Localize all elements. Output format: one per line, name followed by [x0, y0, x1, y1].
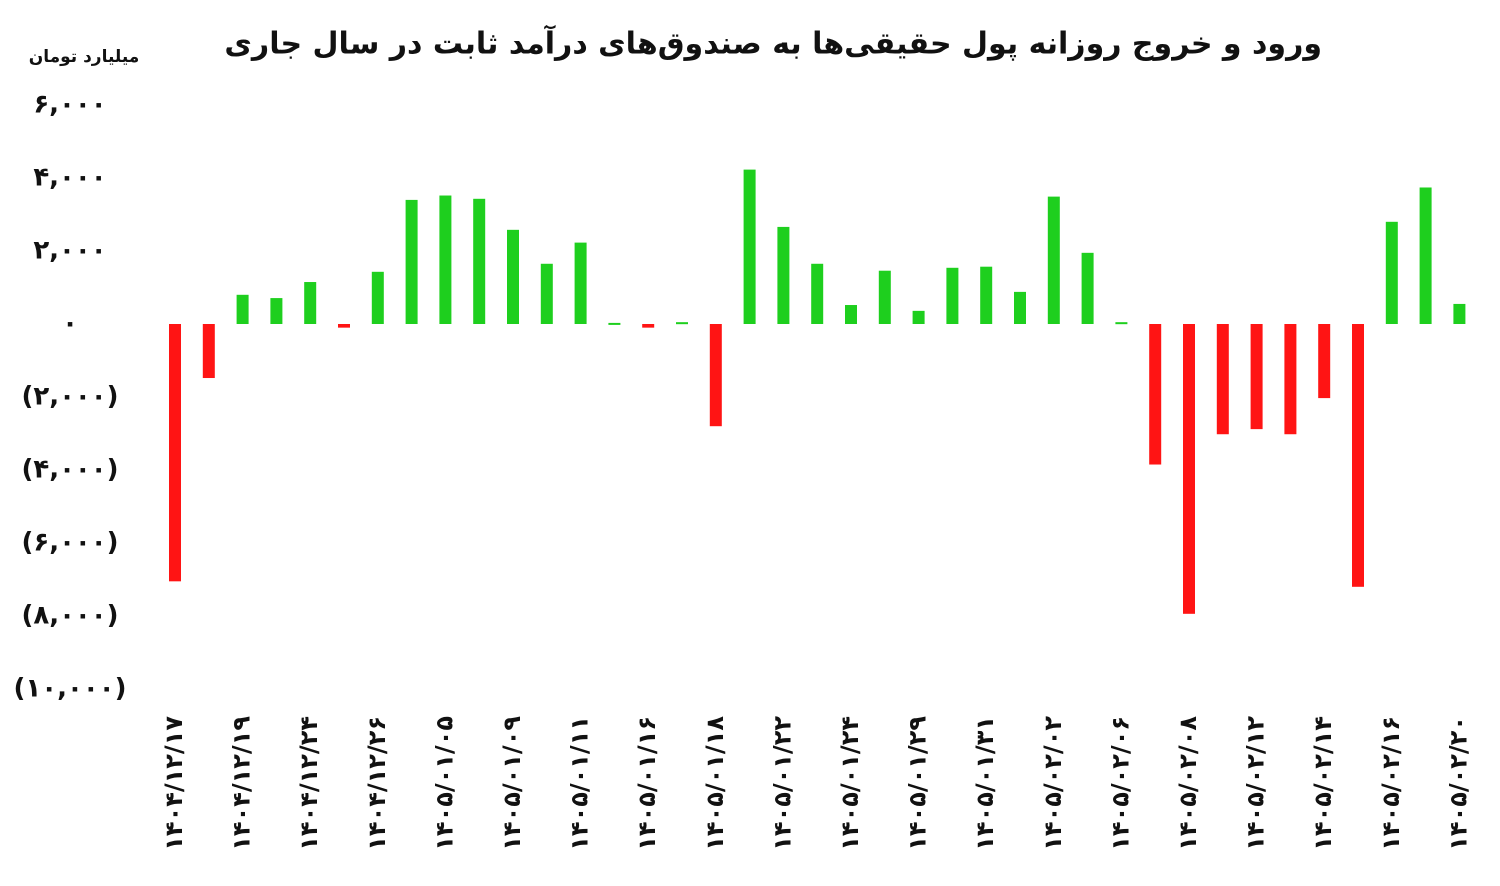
bar: [1352, 324, 1364, 587]
x-tick-label: ۱۴۰۴/۱۲/۱۷: [160, 716, 188, 851]
bar: [878, 270, 891, 324]
y-tick-label: ۴,۰۰۰: [33, 163, 106, 193]
bar: [169, 324, 181, 582]
y-tick-label: (۱۰,۰۰۰): [14, 674, 127, 704]
y-tick-label: (۶,۰۰۰): [21, 528, 118, 558]
bar: [202, 324, 215, 379]
y-tick-label: ۶,۰۰۰: [33, 90, 106, 120]
bar: [1183, 324, 1195, 614]
bar: [405, 199, 418, 324]
chart-title: ورود و خروج روزانه پول حقیقی‌ها به صندوق…: [224, 25, 1322, 62]
bar: [270, 298, 283, 324]
bar: [608, 322, 621, 325]
y-tick-label: (۲,۰۰۰): [21, 382, 118, 412]
bar: [709, 324, 722, 427]
x-tick-label: ۱۴۰۵/۰۲/۰۶: [1106, 716, 1134, 851]
bar: [507, 229, 519, 324]
x-tick-label: ۱۴۰۵/۰۱/۳۱: [971, 716, 999, 851]
bar: [642, 324, 655, 328]
bar: [1216, 324, 1229, 435]
bar: [1149, 324, 1162, 465]
x-tick-label: ۱۴۰۵/۰۲/۱۲: [1242, 716, 1270, 851]
bar: [1115, 322, 1128, 325]
x-tick-label: ۱۴۰۵/۰۱/۲۴: [836, 716, 864, 851]
bar: [1284, 324, 1297, 435]
bar: [304, 282, 317, 324]
bar: [1318, 324, 1331, 399]
bar: [946, 267, 959, 324]
bar: [1250, 324, 1263, 430]
bar: [1419, 187, 1432, 324]
x-tick-label: ۱۴۰۵/۰۱/۰۹: [498, 716, 526, 851]
bar: [1047, 196, 1060, 324]
x-tick-label: ۱۴۰۴/۱۲/۲۴: [295, 716, 323, 851]
bar: [473, 198, 486, 324]
x-tick-label: ۱۴۰۵/۰۱/۲۲: [768, 716, 796, 851]
bar: [236, 294, 249, 324]
x-tick-label: ۱۴۰۵/۰۱/۱۸: [701, 716, 729, 851]
x-tick-label: ۱۴۰۵/۰۱/۲۹: [904, 716, 932, 851]
x-tick-label: ۱۴۰۵/۰۱/۱۱: [566, 716, 594, 851]
y-tick-label: (۴,۰۰۰): [21, 455, 118, 485]
y-tick-label: (۸,۰۰۰): [21, 601, 118, 631]
bar: [540, 263, 553, 324]
y-axis-unit: میلیارد تومان: [29, 47, 140, 67]
x-tick-label: ۱۴۰۵/۰۱/۱۶: [633, 716, 661, 851]
x-tick-label: ۱۴۰۵/۰۲/۱۶: [1377, 716, 1405, 851]
bar: [743, 169, 756, 324]
bar: [845, 305, 857, 324]
bar: [676, 322, 688, 325]
bar: [1081, 252, 1094, 324]
x-tick-label: ۱۴۰۵/۰۲/۰۸: [1174, 716, 1202, 851]
x-tick-label: ۱۴۰۵/۰۱/۰۵: [430, 716, 458, 851]
bar: [777, 226, 790, 324]
x-tick-label: ۱۴۰۴/۱۲/۲۶: [363, 716, 391, 851]
y-tick-label: ۲,۰۰۰: [33, 236, 106, 266]
y-tick-label: ۰: [62, 309, 78, 339]
x-tick-label: ۱۴۰۵/۰۲/۱۴: [1309, 716, 1337, 851]
bar: [980, 266, 993, 324]
bar: [811, 263, 824, 324]
bar: [574, 242, 587, 324]
bar: [439, 195, 452, 324]
bar: [1385, 221, 1398, 324]
bar: [912, 310, 925, 324]
x-tick-label: ۱۴۰۵/۰۲/۰۲: [1039, 716, 1067, 851]
bar: [1453, 303, 1466, 324]
bar: [1014, 291, 1026, 324]
bar: [371, 271, 384, 324]
bar: [338, 324, 350, 328]
x-tick-label: ۱۴۰۴/۱۲/۱۹: [228, 716, 256, 851]
x-tick-label: ۱۴۰۵/۰۲/۲۰: [1444, 716, 1472, 851]
